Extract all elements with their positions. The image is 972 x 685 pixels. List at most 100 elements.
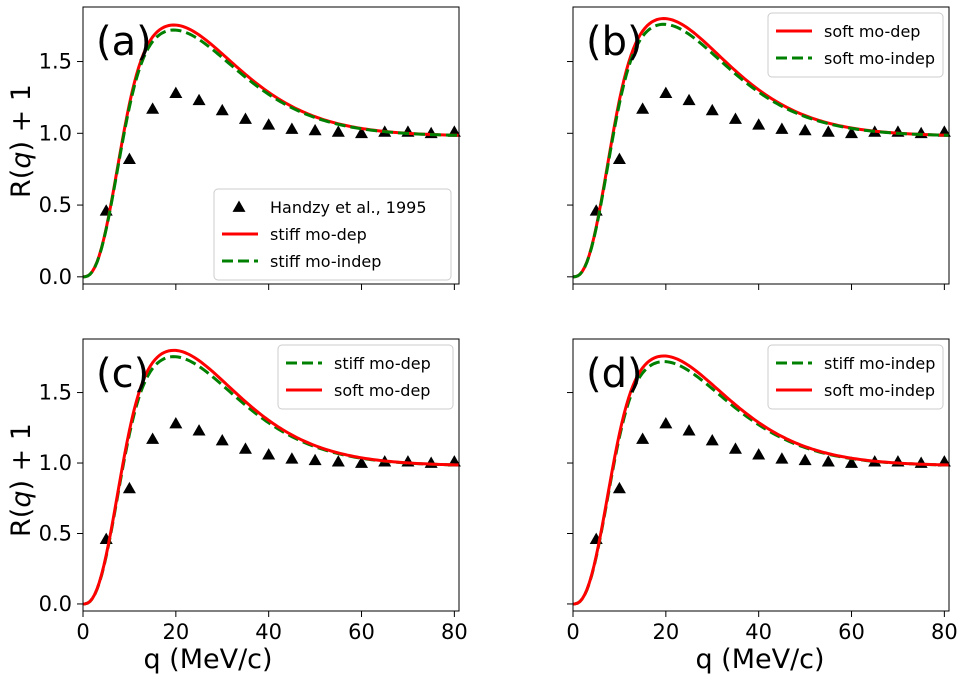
- experiment-point: [728, 442, 742, 454]
- experiment-point: [215, 433, 229, 446]
- experiment-point: [775, 452, 789, 464]
- experiment-point: [331, 125, 345, 137]
- y-tick-label: 1.0: [39, 121, 72, 145]
- experiment-point: [285, 122, 299, 134]
- series-line-soft-mo-dep: [83, 348, 459, 606]
- legend-label: Handzy et al., 1995: [270, 198, 427, 217]
- experiment-point: [331, 455, 345, 467]
- panel-d: 0 20 40 60 80 (d) stiff mo-indep soft mo-indep: [566, 338, 958, 644]
- experiment-point: [821, 125, 835, 137]
- experiment-point: [192, 424, 206, 436]
- experiment-point: [238, 442, 252, 454]
- series-line-soft-mo-indep: [573, 22, 949, 279]
- experiment-point: [914, 456, 928, 468]
- legend-box: [213, 188, 452, 281]
- experiment-point: [308, 123, 322, 136]
- experiment-point: [122, 481, 136, 494]
- y-tick-label: 0.0: [39, 265, 72, 289]
- y-tick-label: 0.5: [39, 521, 72, 545]
- x-tick-label: 20: [162, 620, 189, 644]
- x-tick-label: 20: [652, 620, 679, 644]
- legend: stiff mo-indep soft mo-indep: [767, 344, 944, 410]
- experiment-point: [192, 93, 206, 106]
- axes-frame: [82, 338, 460, 612]
- x-tick-label: 80: [441, 620, 468, 644]
- legend-marker: [232, 200, 246, 212]
- legend-box: [767, 12, 944, 78]
- legend-label: stiff mo-indep: [824, 354, 935, 373]
- experiment-point: [752, 118, 766, 130]
- y-tick-label: 1.5: [39, 50, 72, 74]
- experiment-point: [659, 417, 673, 429]
- experiment-point: [798, 123, 812, 136]
- legend-label: soft mo-indep: [824, 381, 935, 400]
- legend-label: stiff mo-dep: [334, 354, 431, 373]
- experiment-point: [424, 456, 438, 468]
- x-tick-label: 40: [745, 620, 772, 644]
- experiment-point: [705, 103, 719, 116]
- experiment-point: [845, 456, 859, 468]
- legend: stiff mo-dep soft mo-dep: [277, 344, 454, 410]
- panel-b: (b) soft mo-dep soft mo-indep: [567, 6, 951, 290]
- experiment-point: [821, 455, 835, 467]
- experiment-point: [775, 122, 789, 134]
- experiment-point: [728, 112, 742, 124]
- axes-frame: [572, 6, 950, 285]
- panel-label: (a): [96, 19, 152, 65]
- experiment-point: [752, 448, 766, 460]
- legend: soft mo-dep soft mo-indep: [767, 12, 944, 78]
- series-line-stiff-mo-indep: [83, 28, 459, 279]
- experiment-point: [682, 93, 696, 106]
- x-axis-title-right: q (MeV/c): [695, 644, 824, 675]
- experiment-point: [612, 481, 626, 494]
- panel-a: 0.0 0.5 1.0 1.5 (a) Handzy et al., 1995 stiff …: [39, 6, 461, 290]
- experiment-point: [636, 102, 650, 114]
- y-tick-label: 1.5: [39, 381, 72, 405]
- y-axis-title-bottom: R(q) + 1: [6, 423, 37, 537]
- panel-label: (d): [586, 351, 643, 397]
- experiment-point: [355, 456, 369, 468]
- experiment-point: [308, 453, 322, 466]
- x-tick-label: 0: [76, 620, 89, 644]
- legend-box: [277, 344, 454, 410]
- experiment-point: [146, 102, 160, 114]
- experiment-point: [146, 432, 160, 444]
- experiment-point: [262, 118, 276, 130]
- legend-box: [767, 344, 944, 410]
- experiment-point: [705, 433, 719, 446]
- legend-label: stiff mo-dep: [270, 225, 367, 244]
- axes-frame: [82, 6, 460, 285]
- x-tick-label: 0: [566, 620, 579, 644]
- y-tick-label: 0.5: [39, 193, 72, 217]
- experiment-point: [262, 448, 276, 460]
- legend-label: soft mo-dep: [334, 381, 430, 400]
- x-tick-label: 60: [838, 620, 865, 644]
- legend-label: soft mo-indep: [824, 49, 935, 68]
- experiment-point: [914, 126, 928, 139]
- experiment-point: [355, 126, 369, 139]
- experiment-point: [169, 417, 183, 429]
- experiment-point: [424, 126, 438, 139]
- y-tick-label: 1.0: [39, 451, 72, 475]
- legend: Handzy et al., 1995 stiff mo-dep stiff mo-…: [213, 188, 452, 281]
- y-axis-title-top: R(q) + 1: [6, 84, 37, 198]
- x-axis-title-left: q (MeV/c): [143, 644, 272, 675]
- experiment-point: [238, 112, 252, 124]
- axes-frame: [572, 338, 950, 612]
- experiment-point: [215, 103, 229, 116]
- series-line-stiff-mo-dep: [83, 23, 459, 279]
- experiment-point: [636, 432, 650, 444]
- panel-label: (c): [96, 351, 149, 397]
- series-line-soft-mo-indep: [573, 354, 949, 606]
- y-tick-label: 0.0: [39, 592, 72, 616]
- experiment-point: [798, 453, 812, 466]
- x-tick-label: 60: [348, 620, 375, 644]
- x-tick-label: 40: [255, 620, 282, 644]
- legend-label: stiff mo-indep: [270, 252, 381, 271]
- experiment-point: [612, 152, 626, 165]
- experiment-point: [659, 86, 673, 98]
- experiment-point: [285, 452, 299, 464]
- panel-c: 0 20 40 60 80 0.0 0.5 1.0 1.5 (c) stiff mo-dep soft…: [39, 338, 468, 644]
- panel-label: (b): [586, 19, 643, 65]
